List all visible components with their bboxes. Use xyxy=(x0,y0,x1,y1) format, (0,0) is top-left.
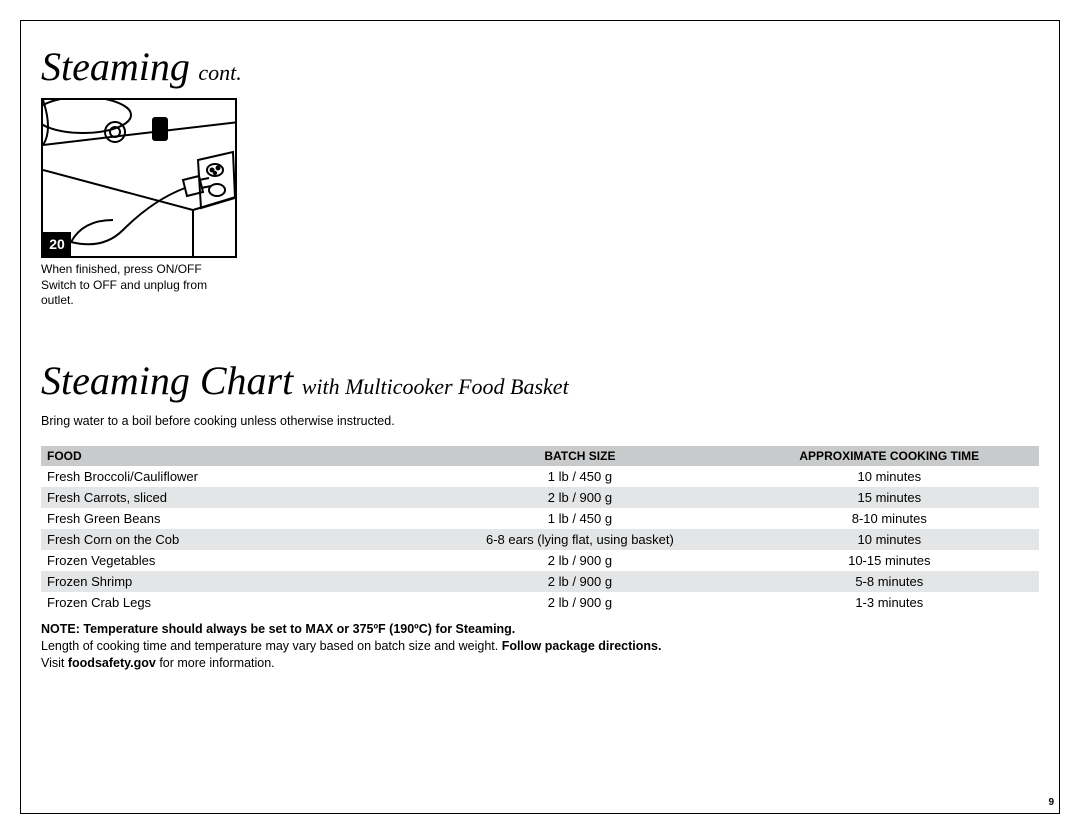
cell-batch: 2 lb / 900 g xyxy=(420,592,739,613)
table-row: Frozen Vegetables 2 lb / 900 g 10-15 min… xyxy=(41,550,1039,571)
cell-batch: 2 lb / 900 g xyxy=(420,571,739,592)
table-row: Frozen Crab Legs 2 lb / 900 g 1-3 minute… xyxy=(41,592,1039,613)
section-steaming-chart: Steaming Chart with Multicooker Food Bas… xyxy=(41,357,1039,672)
col-head-batch: BATCH SIZE xyxy=(420,446,739,466)
col-head-time: APPROXIMATE COOKING TIME xyxy=(740,446,1039,466)
cell-food: Fresh Broccoli/Cauliflower xyxy=(41,466,420,487)
cell-time: 5-8 minutes xyxy=(740,571,1039,592)
table-row: Fresh Broccoli/Cauliflower 1 lb / 450 g … xyxy=(41,466,1039,487)
cell-time: 10 minutes xyxy=(740,529,1039,550)
chart-heading-sub: with Multicooker Food Basket xyxy=(302,374,569,399)
step-20-illustration: 20 xyxy=(41,98,237,258)
table-row: Fresh Carrots, sliced 2 lb / 900 g 15 mi… xyxy=(41,487,1039,508)
table-row: Fresh Green Beans 1 lb / 450 g 8-10 minu… xyxy=(41,508,1039,529)
cell-batch: 2 lb / 900 g xyxy=(420,487,739,508)
note-length-a: Length of cooking time and temperature m… xyxy=(41,639,502,653)
table-row: Frozen Shrimp 2 lb / 900 g 5-8 minutes xyxy=(41,571,1039,592)
note-visit-b: foodsafety.gov xyxy=(68,656,156,670)
page-frame: Steaming cont. xyxy=(20,20,1060,814)
cell-batch: 6-8 ears (lying flat, using basket) xyxy=(420,529,739,550)
col-head-food: FOOD xyxy=(41,446,420,466)
section-heading-steaming: Steaming cont. xyxy=(41,43,1039,90)
page-number: 9 xyxy=(1048,797,1054,808)
cell-time: 10 minutes xyxy=(740,466,1039,487)
chart-heading-main: Steaming Chart xyxy=(41,358,293,403)
chart-notes: NOTE: Temperature should always be set t… xyxy=(41,621,1039,672)
cell-food: Frozen Crab Legs xyxy=(41,592,420,613)
cell-batch: 2 lb / 900 g xyxy=(420,550,739,571)
note-length-b: Follow package directions. xyxy=(502,639,662,653)
table-row: Fresh Corn on the Cob 6-8 ears (lying fl… xyxy=(41,529,1039,550)
cell-food: Fresh Corn on the Cob xyxy=(41,529,420,550)
unplug-outlet-icon xyxy=(43,100,237,258)
cell-time: 10-15 minutes xyxy=(740,550,1039,571)
cell-food: Fresh Carrots, sliced xyxy=(41,487,420,508)
cell-food: Fresh Green Beans xyxy=(41,508,420,529)
cell-batch: 1 lb / 450 g xyxy=(420,466,739,487)
steaming-chart-table: FOOD BATCH SIZE APPROXIMATE COOKING TIME… xyxy=(41,446,1039,613)
chart-intro: Bring water to a boil before cooking unl… xyxy=(41,414,1039,428)
cell-food: Frozen Vegetables xyxy=(41,550,420,571)
illustration-row: 20 When finished, press ON/OFF Switch to… xyxy=(41,98,1039,309)
step-number-badge: 20 xyxy=(43,232,71,256)
heading-sub: cont. xyxy=(198,60,241,85)
cell-time: 1-3 minutes xyxy=(740,592,1039,613)
note-temperature: NOTE: Temperature should always be set t… xyxy=(41,622,515,636)
heading-main: Steaming xyxy=(41,44,190,89)
table-header-row: FOOD BATCH SIZE APPROXIMATE COOKING TIME xyxy=(41,446,1039,466)
cell-time: 15 minutes xyxy=(740,487,1039,508)
cell-batch: 1 lb / 450 g xyxy=(420,508,739,529)
chart-heading: Steaming Chart with Multicooker Food Bas… xyxy=(41,357,1039,404)
step-20-caption: When finished, press ON/OFF Switch to OF… xyxy=(41,262,237,309)
cell-food: Frozen Shrimp xyxy=(41,571,420,592)
cell-time: 8-10 minutes xyxy=(740,508,1039,529)
step-20-block: 20 When finished, press ON/OFF Switch to… xyxy=(41,98,237,309)
note-visit-a: Visit xyxy=(41,656,68,670)
note-visit-c: for more information. xyxy=(156,656,275,670)
